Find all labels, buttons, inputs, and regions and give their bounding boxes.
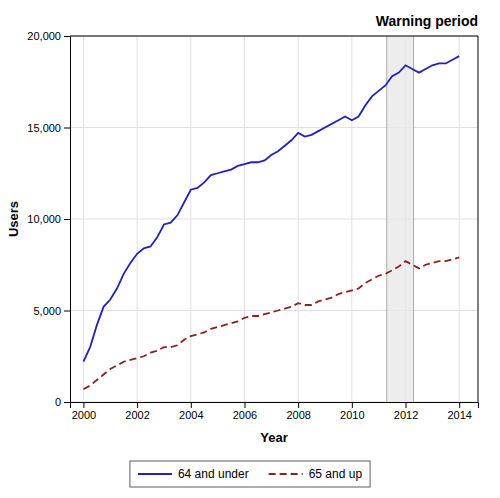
x-tick-mark [83, 402, 84, 408]
y-tick-mark [64, 402, 70, 403]
region-boundary [413, 36, 414, 402]
y-axis: 0 5,000 10,000 15,000 20,000 [27, 30, 70, 408]
marks [83, 36, 459, 402]
legend-item: 64 and under [138, 467, 249, 481]
x-tick: 2012 [394, 402, 418, 421]
frame-top [70, 36, 478, 37]
y-tick-label: 0 [55, 396, 61, 408]
x-tick-mark [352, 402, 353, 408]
x-tick-mark [244, 402, 245, 408]
grid-line-y [70, 219, 478, 220]
y-tick: 20,000 [27, 30, 70, 42]
y-tick-mark [64, 311, 70, 312]
legend: 64 and under 65 and up [130, 461, 370, 487]
grid-line-y [70, 36, 478, 37]
y-tick: 0 [55, 396, 70, 408]
x-tick: 2000 [72, 402, 96, 421]
y-axis-title: Users [6, 201, 21, 237]
x-tick: 2010 [340, 402, 364, 421]
grid [70, 36, 478, 402]
x-axis: 2000 2002 2004 2006 2008 2010 2012 2014 [71, 402, 479, 421]
x-tick-label: 2000 [72, 409, 96, 421]
x-tick: 2006 [233, 402, 257, 421]
legend-frame [130, 461, 370, 487]
y-tick-label: 10,000 [27, 213, 61, 225]
x-tick: 2002 [125, 402, 149, 421]
x-tick-mark [459, 402, 460, 408]
x-tick-label: 2014 [447, 409, 471, 421]
plot-area: 2000 2002 2004 2006 2008 2010 2012 2014 0 5,000 10… [27, 30, 478, 421]
x-tick-label: 2004 [179, 409, 203, 421]
legend-label: 64 and under [178, 467, 249, 481]
y-tick-label: 15,000 [27, 122, 61, 134]
frame-right [478, 36, 479, 402]
grid-line-y [70, 127, 478, 128]
x-tick: 2008 [286, 402, 310, 421]
x-tick-label: 2010 [340, 409, 364, 421]
x-axis-title: Year [260, 430, 287, 445]
x-axis-line [71, 403, 479, 409]
x-tick-mark [298, 402, 299, 408]
series-line [83, 257, 459, 389]
y-axis-line [64, 37, 71, 403]
legend-label: 65 and up [309, 467, 363, 481]
y-tick-label: 5,000 [33, 305, 61, 317]
x-tick-label: 2012 [394, 409, 418, 421]
y-tick: 15,000 [27, 122, 70, 134]
x-tick-mark [191, 402, 192, 408]
y-tick-mark [64, 128, 70, 129]
x-tick: 2004 [179, 402, 203, 421]
y-tick-mark [64, 36, 70, 37]
x-tick-label: 2002 [125, 409, 149, 421]
y-tick-label: 20,000 [27, 30, 61, 42]
y-tick: 10,000 [27, 213, 70, 225]
x-tick-label: 2006 [233, 409, 257, 421]
x-tick-label: 2008 [286, 409, 310, 421]
x-tick: 2014 [447, 402, 471, 421]
x-tick-mark [406, 402, 407, 408]
legend-item: 65 and up [269, 467, 363, 481]
shaded-region [387, 36, 414, 402]
region-boundary [386, 36, 387, 402]
x-tick-mark [137, 402, 138, 408]
title: Warning period [376, 13, 478, 29]
y-tick-mark [64, 219, 70, 220]
y-tick: 5,000 [33, 305, 70, 317]
legend-swatch [269, 473, 303, 475]
chart: 2000 2002 2004 2006 2008 2010 2012 2014 0 5,000 10… [0, 0, 500, 498]
legend-swatch [138, 473, 172, 475]
series-line [83, 56, 459, 362]
